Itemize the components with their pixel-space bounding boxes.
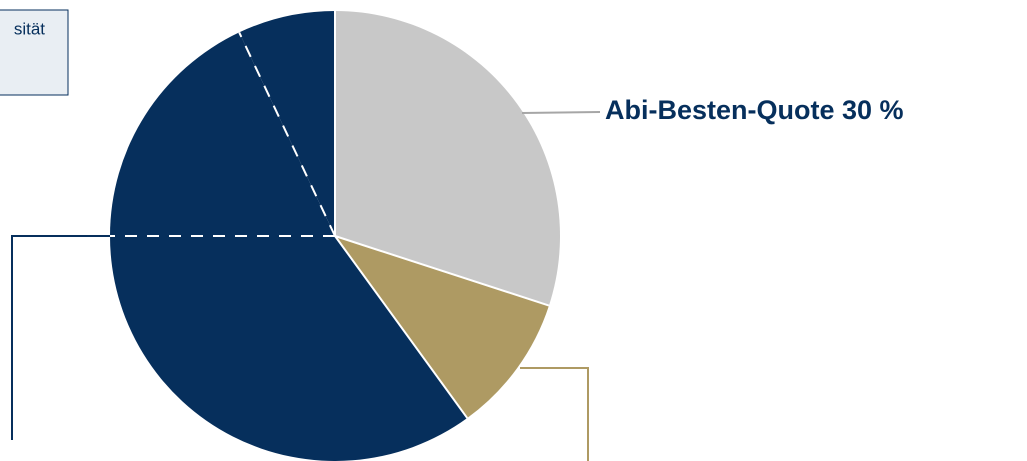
note-text: sität bbox=[14, 19, 45, 38]
note-box bbox=[0, 9, 69, 96]
pie-slice bbox=[335, 236, 549, 419]
leader-line bbox=[11, 235, 110, 440]
leader-line bbox=[521, 111, 601, 114]
pie bbox=[110, 11, 560, 461]
slice-label: Abi-Besten-Quote 30 % bbox=[605, 95, 904, 125]
pie-slice bbox=[239, 11, 335, 236]
leader-line bbox=[520, 367, 589, 461]
slice-separator bbox=[334, 235, 550, 307]
slice-separator bbox=[334, 235, 469, 419]
pie-slice bbox=[110, 236, 468, 461]
slice-separator bbox=[238, 31, 336, 237]
pie-slice bbox=[335, 11, 560, 306]
pie-slice bbox=[110, 32, 335, 237]
